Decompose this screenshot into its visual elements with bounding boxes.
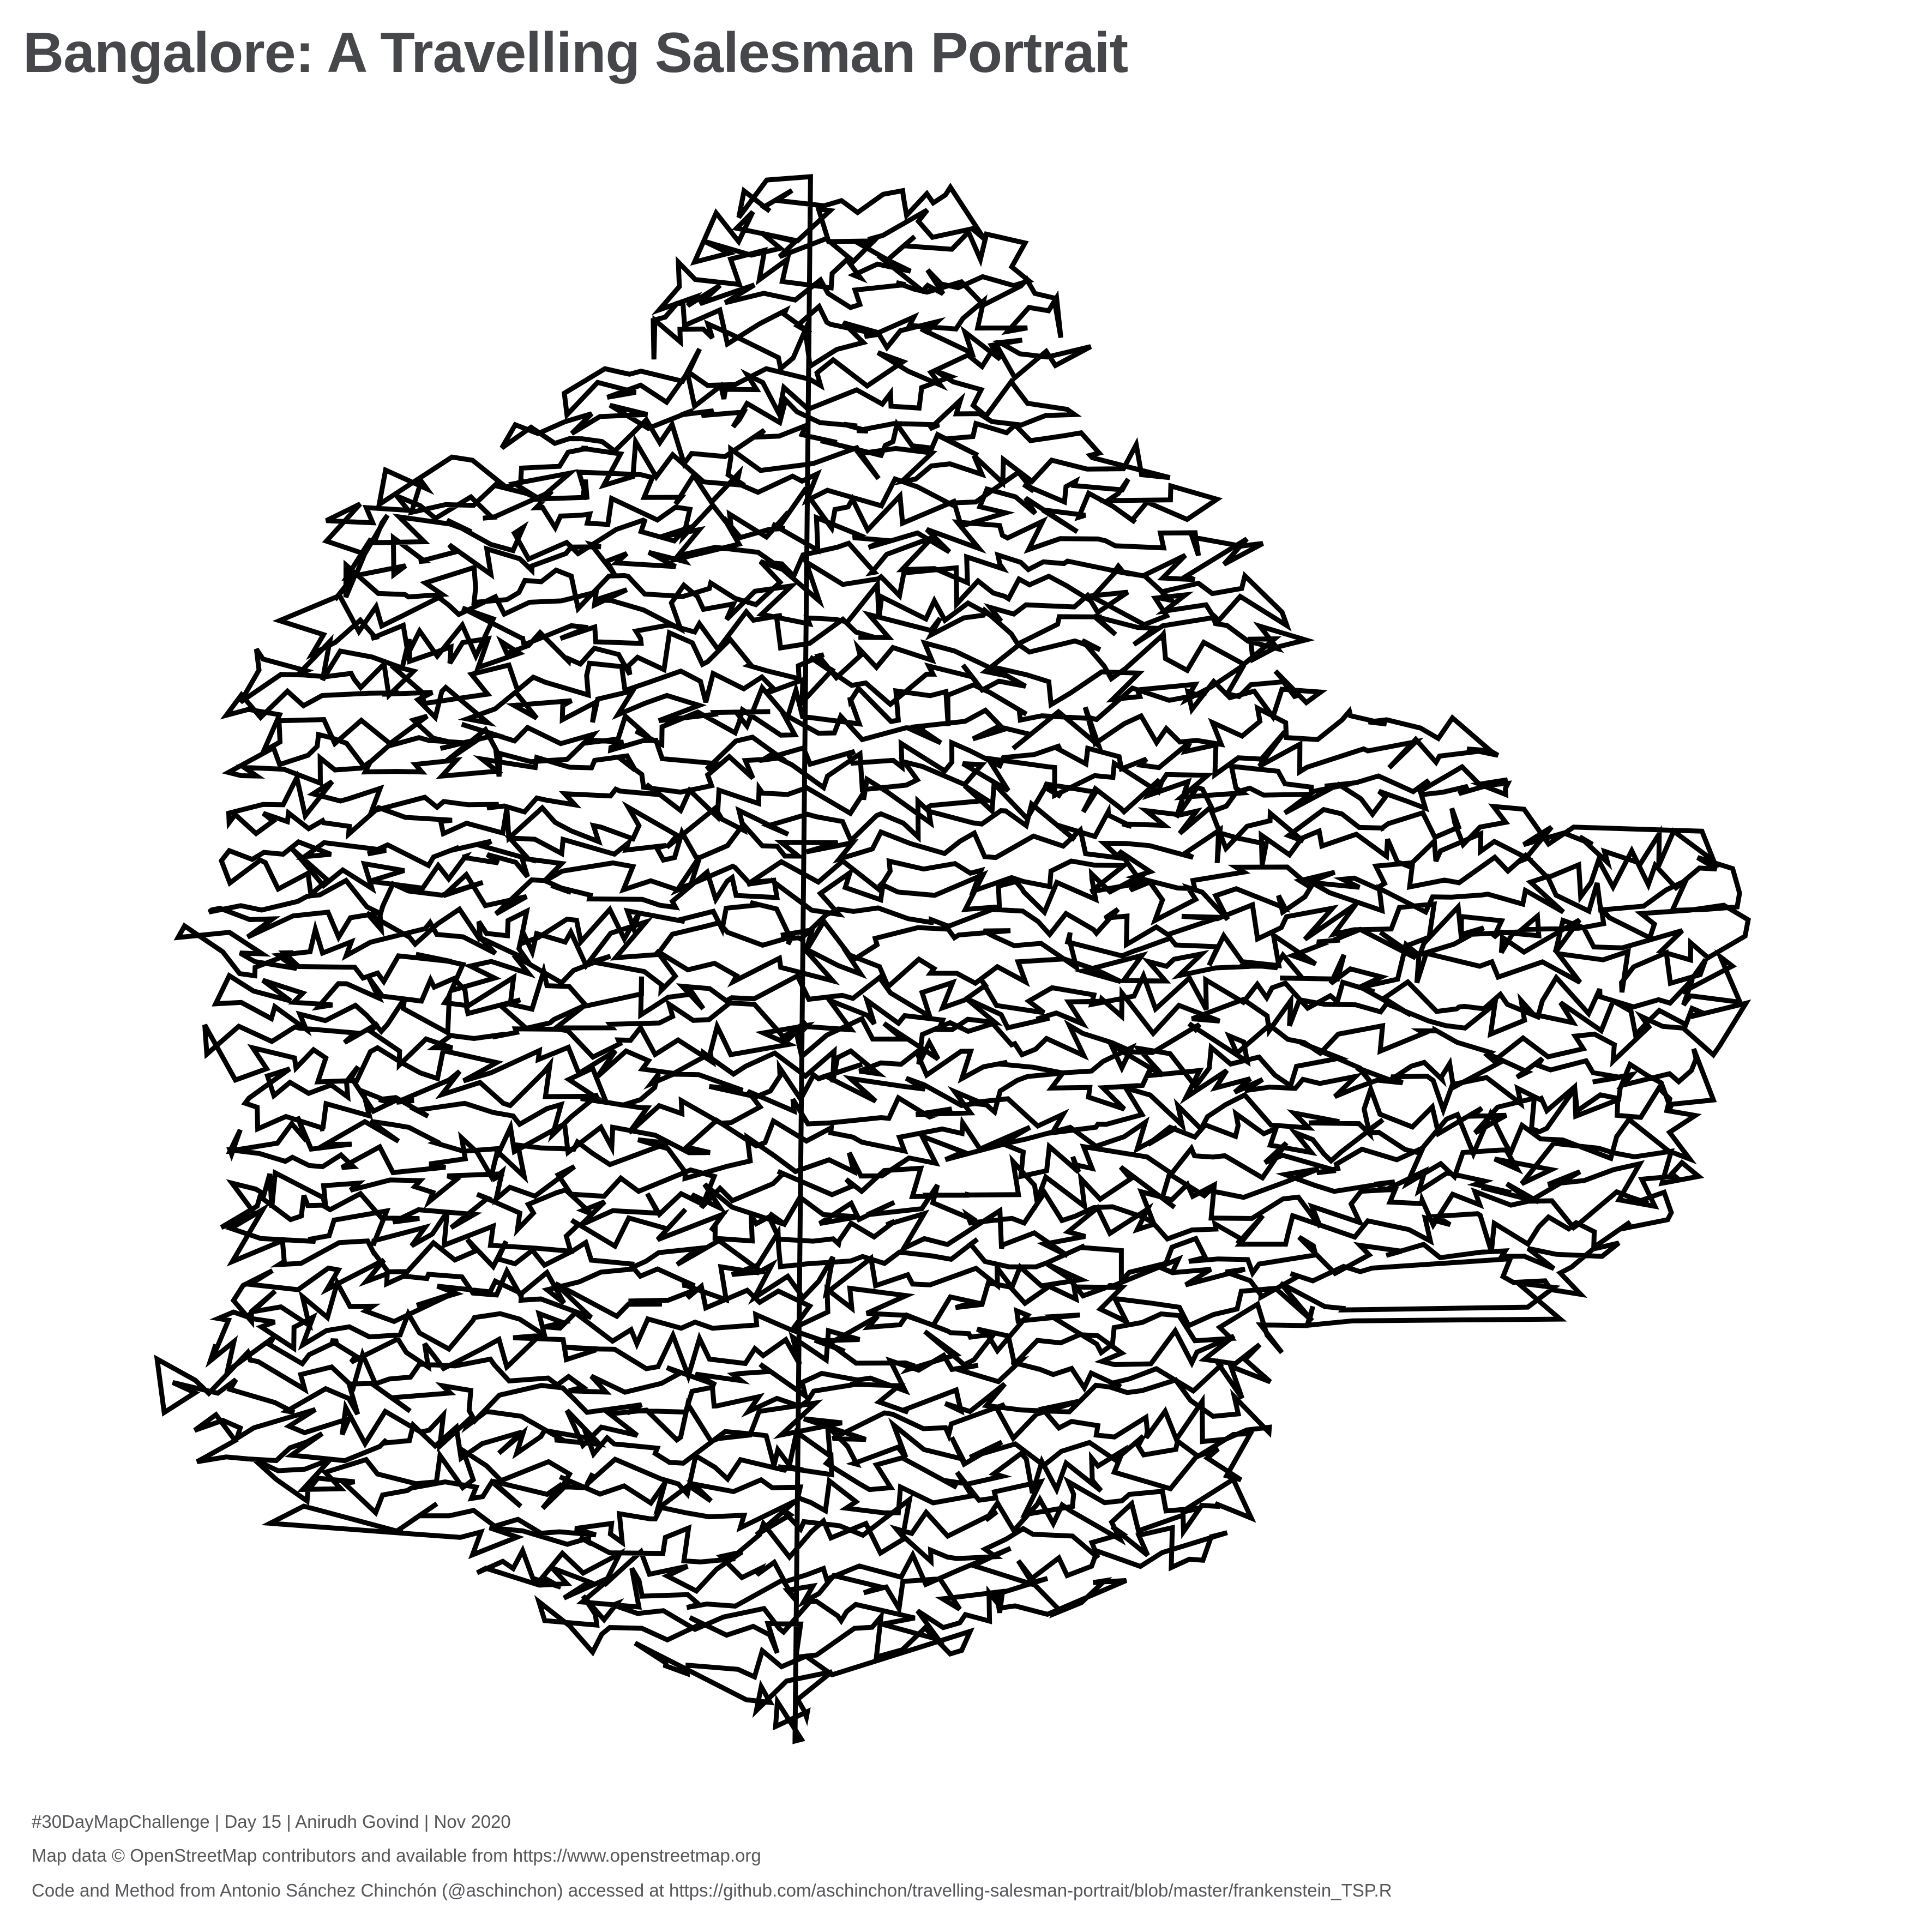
caption-challenge-credit: #30DayMapChallenge | Day 15 | Anirudh Go… [32,1811,511,1832]
caption-method-credit: Code and Method from Antonio Sánchez Chi… [32,1880,1392,1900]
tsp-route-line [154,174,1752,1744]
caption-map-data-credit: Map data © OpenStreetMap contributors an… [32,1845,761,1865]
map-title: Bangalore: A Travelling Salesman Portrai… [23,21,1128,85]
